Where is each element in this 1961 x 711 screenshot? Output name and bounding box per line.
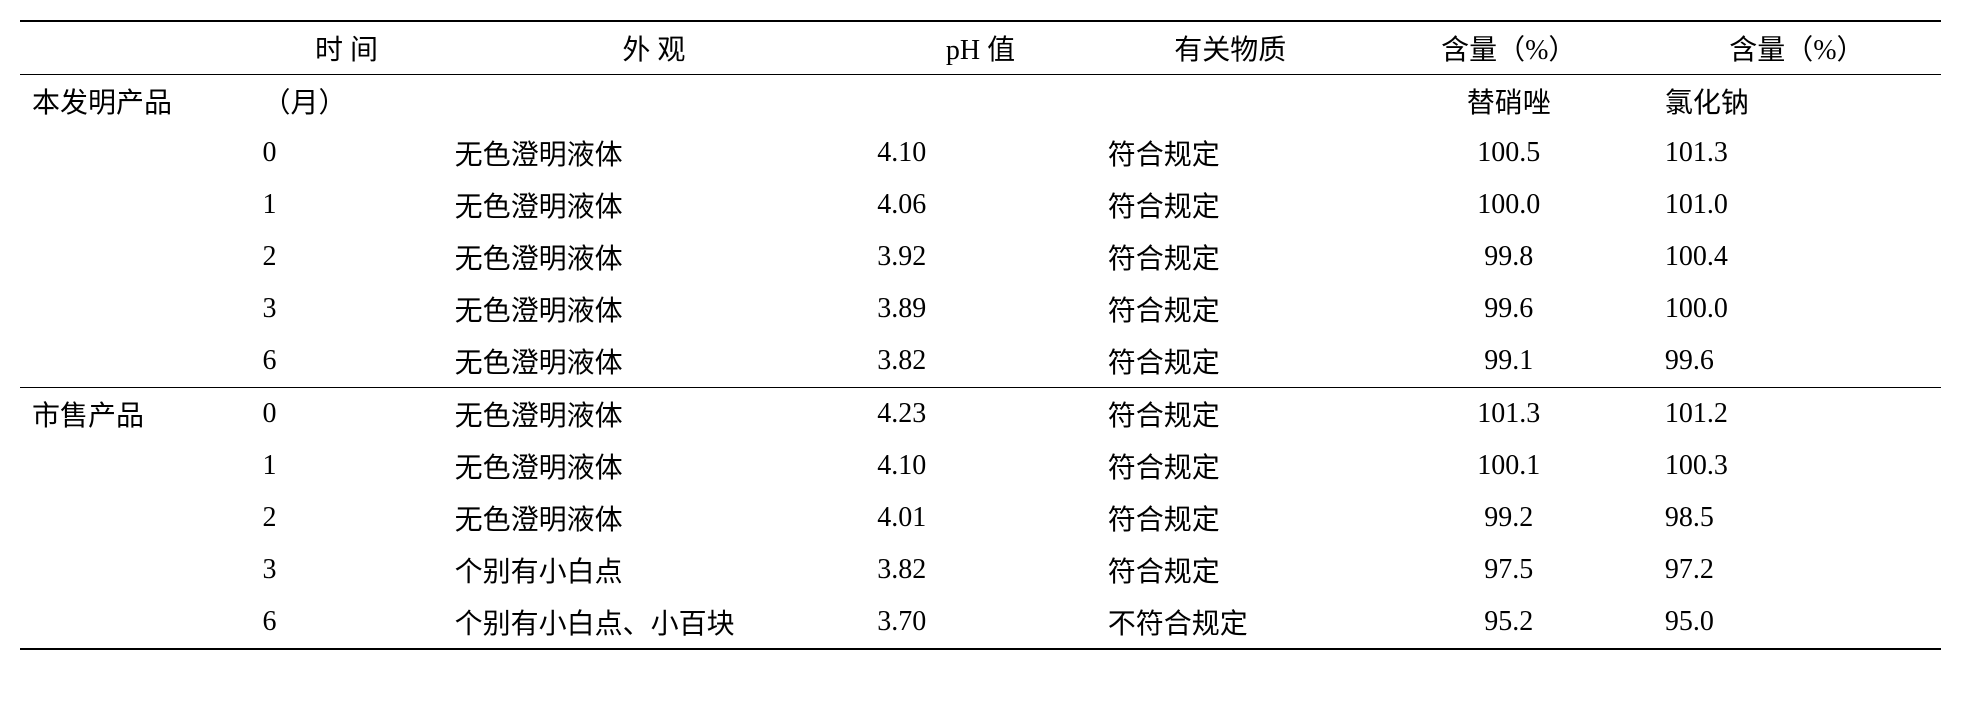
cell-appearance: 无色澄明液体 xyxy=(443,440,866,492)
cell-ph: 3.70 xyxy=(865,596,1096,649)
cell-content2: 101.2 xyxy=(1653,388,1941,441)
cell-appearance: 个别有小白点、小百块 xyxy=(443,596,866,649)
cell-content1: 97.5 xyxy=(1365,544,1653,596)
table-row: 1 无色澄明液体 4.10 符合规定 100.1 100.3 xyxy=(20,440,1941,492)
cell-content1: 99.2 xyxy=(1365,492,1653,544)
group2-label: 市售产品 xyxy=(20,388,251,441)
cell-content1: 100.0 xyxy=(1365,179,1653,231)
cell-related: 符合规定 xyxy=(1096,388,1365,441)
cell-content2: 97.2 xyxy=(1653,544,1941,596)
cell-content2: 98.5 xyxy=(1653,492,1941,544)
cell-related: 符合规定 xyxy=(1096,127,1365,179)
cell-ph: 4.06 xyxy=(865,179,1096,231)
table-body: 本发明产品 （月） 替硝唑 氯化钠 0 无色澄明液体 4.10 符合规定 100… xyxy=(20,75,1941,650)
cell-group xyxy=(20,440,251,492)
table-row: 0 无色澄明液体 4.10 符合规定 100.5 101.3 xyxy=(20,127,1941,179)
table-row: 2 无色澄明液体 4.01 符合规定 99.2 98.5 xyxy=(20,492,1941,544)
cell-ph: 3.89 xyxy=(865,283,1096,335)
cell-related: 符合规定 xyxy=(1096,335,1365,388)
cell-time: 0 xyxy=(251,127,443,179)
cell-appearance: 无色澄明液体 xyxy=(443,283,866,335)
cell-related: 符合规定 xyxy=(1096,179,1365,231)
cell-time: 2 xyxy=(251,492,443,544)
header-appearance: 外 观 xyxy=(443,21,866,75)
header-ph: pH 值 xyxy=(865,21,1096,75)
cell-related: 不符合规定 xyxy=(1096,596,1365,649)
cell-appearance: 无色澄明液体 xyxy=(443,492,866,544)
subheader-appearance xyxy=(443,75,866,128)
cell-ph: 4.10 xyxy=(865,127,1096,179)
cell-ph: 3.82 xyxy=(865,544,1096,596)
cell-content2: 99.6 xyxy=(1653,335,1941,388)
cell-content1: 99.6 xyxy=(1365,283,1653,335)
header-group xyxy=(20,21,251,75)
header-content2: 含量（%） xyxy=(1653,21,1941,75)
subheader-related xyxy=(1096,75,1365,128)
subheader-ph xyxy=(865,75,1096,128)
cell-group xyxy=(20,335,251,388)
cell-appearance: 无色澄明液体 xyxy=(443,127,866,179)
cell-related: 符合规定 xyxy=(1096,544,1365,596)
cell-content2: 101.3 xyxy=(1653,127,1941,179)
cell-related: 符合规定 xyxy=(1096,492,1365,544)
cell-ph: 4.10 xyxy=(865,440,1096,492)
cell-content1: 99.1 xyxy=(1365,335,1653,388)
cell-appearance: 无色澄明液体 xyxy=(443,388,866,441)
cell-group xyxy=(20,179,251,231)
table-row: 3 无色澄明液体 3.89 符合规定 99.6 100.0 xyxy=(20,283,1941,335)
cell-related: 符合规定 xyxy=(1096,283,1365,335)
subheader-content2: 氯化钠 xyxy=(1653,75,1941,128)
cell-content1: 99.8 xyxy=(1365,231,1653,283)
cell-appearance: 个别有小白点 xyxy=(443,544,866,596)
cell-related: 符合规定 xyxy=(1096,231,1365,283)
table-row: 6 无色澄明液体 3.82 符合规定 99.1 99.6 xyxy=(20,335,1941,388)
cell-group xyxy=(20,596,251,649)
stability-data-table: 时 间 外 观 pH 值 有关物质 含量（%） 含量（%） 本发明产品 （月） … xyxy=(20,20,1941,650)
subheader-row: 本发明产品 （月） 替硝唑 氯化钠 xyxy=(20,75,1941,128)
cell-content2: 100.4 xyxy=(1653,231,1941,283)
cell-time: 3 xyxy=(251,544,443,596)
cell-content1: 101.3 xyxy=(1365,388,1653,441)
cell-content1: 95.2 xyxy=(1365,596,1653,649)
table-row: 1 无色澄明液体 4.06 符合规定 100.0 101.0 xyxy=(20,179,1941,231)
cell-content1: 100.5 xyxy=(1365,127,1653,179)
cell-ph: 4.23 xyxy=(865,388,1096,441)
subheader-content1: 替硝唑 xyxy=(1365,75,1653,128)
cell-group xyxy=(20,544,251,596)
header-content1: 含量（%） xyxy=(1365,21,1653,75)
table-row: 3 个别有小白点 3.82 符合规定 97.5 97.2 xyxy=(20,544,1941,596)
cell-time: 3 xyxy=(251,283,443,335)
cell-group xyxy=(20,127,251,179)
table-row: 2 无色澄明液体 3.92 符合规定 99.8 100.4 xyxy=(20,231,1941,283)
cell-group xyxy=(20,492,251,544)
cell-content2: 100.3 xyxy=(1653,440,1941,492)
header-time: 时 间 xyxy=(251,21,443,75)
cell-appearance: 无色澄明液体 xyxy=(443,179,866,231)
cell-group xyxy=(20,283,251,335)
cell-time: 0 xyxy=(251,388,443,441)
cell-appearance: 无色澄明液体 xyxy=(443,335,866,388)
cell-time: 2 xyxy=(251,231,443,283)
cell-ph: 3.82 xyxy=(865,335,1096,388)
cell-time: 6 xyxy=(251,596,443,649)
cell-related: 符合规定 xyxy=(1096,440,1365,492)
subheader-time: （月） xyxy=(251,75,443,128)
cell-content2: 95.0 xyxy=(1653,596,1941,649)
group1-label: 本发明产品 xyxy=(20,75,251,128)
table-header-row: 时 间 外 观 pH 值 有关物质 含量（%） 含量（%） xyxy=(20,21,1941,75)
cell-ph: 3.92 xyxy=(865,231,1096,283)
cell-content1: 100.1 xyxy=(1365,440,1653,492)
cell-ph: 4.01 xyxy=(865,492,1096,544)
table-row: 市售产品 0 无色澄明液体 4.23 符合规定 101.3 101.2 xyxy=(20,388,1941,441)
header-related: 有关物质 xyxy=(1096,21,1365,75)
cell-time: 1 xyxy=(251,440,443,492)
cell-time: 6 xyxy=(251,335,443,388)
cell-appearance: 无色澄明液体 xyxy=(443,231,866,283)
cell-content2: 101.0 xyxy=(1653,179,1941,231)
cell-content2: 100.0 xyxy=(1653,283,1941,335)
cell-group xyxy=(20,231,251,283)
table-row: 6 个别有小白点、小百块 3.70 不符合规定 95.2 95.0 xyxy=(20,596,1941,649)
cell-time: 1 xyxy=(251,179,443,231)
